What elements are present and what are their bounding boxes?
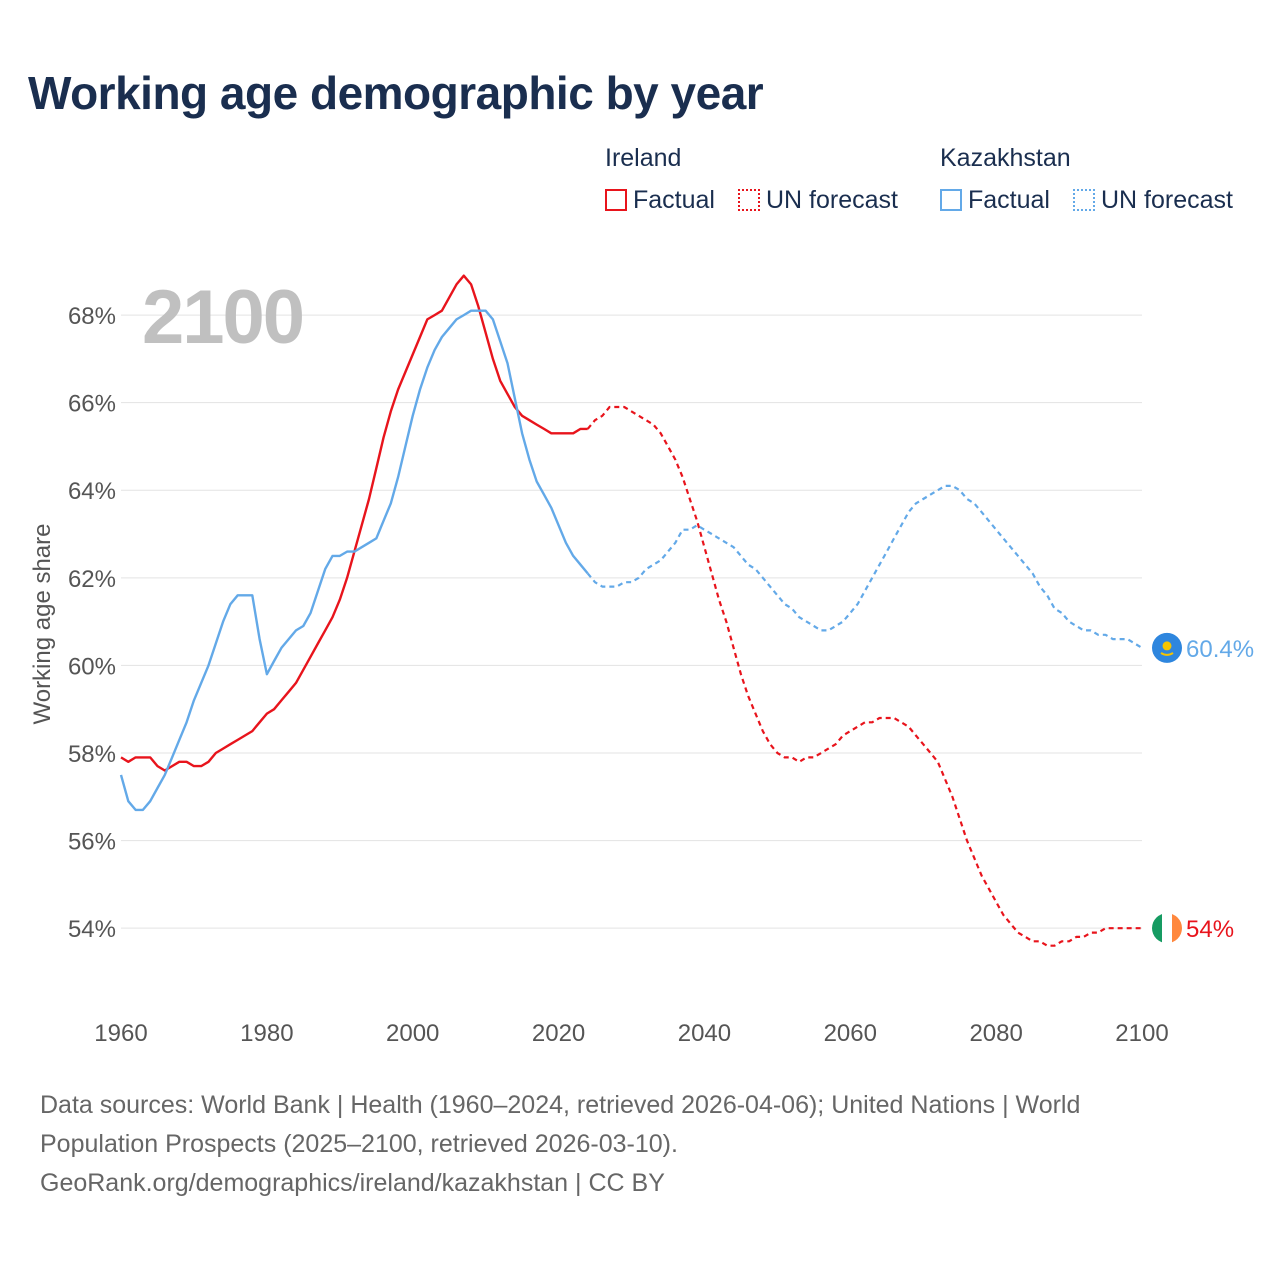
y-tick-label: 54% [68, 916, 116, 943]
x-tick-label: 2040 [678, 1020, 731, 1047]
legend-kazakhstan-forecast[interactable]: UN forecast [1073, 185, 1233, 215]
x-tick-label: 1980 [240, 1020, 293, 1047]
end-markers: 54% 60.4% [1152, 632, 1254, 944]
footer: Data sources: World Bank | Health (1960–… [40, 1086, 1240, 1203]
grid-lines [121, 314, 1142, 929]
kazakhstan-flag-icon [1152, 632, 1182, 663]
legend-group-ireland: Ireland [605, 144, 682, 172]
y-tick-label: 66% [68, 391, 116, 418]
legend-ireland-forecast[interactable]: UN forecast [738, 185, 898, 215]
x-tick-label: 2080 [969, 1020, 1022, 1047]
legend-ireland-forecast-label: UN forecast [766, 185, 898, 214]
legend-ireland-factual-swatch [605, 189, 627, 211]
y-tick-labels: 54% 56% 58% 60% 62% 64% 66% 68% [68, 303, 116, 943]
footer-sources-line-1: Data sources: World Bank | Health (1960–… [40, 1091, 1081, 1119]
ireland-forecast-line [586, 405, 1142, 947]
kazakhstan-factual-line [119, 309, 589, 812]
y-tick-label: 62% [68, 566, 116, 593]
series-lines [119, 274, 1143, 947]
kazakhstan-end-marker [1152, 632, 1182, 663]
year-watermark: 2100 [142, 275, 303, 360]
footer-sources-line-2: Population Prospects (2025–2100, retriev… [40, 1130, 678, 1158]
x-tick-labels: 1960 1980 2000 2020 2040 2060 2080 2100 [94, 1020, 1168, 1047]
legend-ireland-forecast-swatch [738, 189, 760, 211]
kazakhstan-end-label: 60.4% [1186, 636, 1254, 663]
x-tick-label: 2020 [532, 1020, 585, 1047]
y-tick-label: 68% [68, 303, 116, 330]
y-tick-label: 64% [68, 478, 116, 505]
legend-ireland-factual[interactable]: Factual [605, 185, 715, 215]
x-tick-label: 2100 [1115, 1020, 1168, 1047]
y-tick-label: 58% [68, 741, 116, 768]
x-tick-label: 2060 [824, 1020, 877, 1047]
y-tick-label: 56% [68, 829, 116, 856]
ireland-flag-icon [1152, 913, 1182, 944]
legend-kazakhstan-forecast-label: UN forecast [1101, 185, 1233, 214]
legend-group-kazakhstan: Kazakhstan [940, 144, 1071, 172]
x-tick-label: 2000 [386, 1020, 439, 1047]
legend-ireland-factual-label: Factual [633, 185, 715, 214]
x-tick-label: 1960 [94, 1020, 147, 1047]
legend-kazakhstan-factual-label: Factual [968, 185, 1050, 214]
legend-kazakhstan-factual-swatch [940, 189, 962, 211]
y-axis-label: Working age share [29, 524, 56, 725]
y-tick-label: 60% [68, 653, 116, 680]
legend-kazakhstan-factual[interactable]: Factual [940, 185, 1050, 215]
legend-kazakhstan-forecast-swatch [1073, 189, 1095, 211]
chart-title: Working age demographic by year [28, 67, 764, 119]
ireland-end-label: 54% [1186, 916, 1234, 943]
kazakhstan-forecast-line [586, 484, 1143, 649]
ireland-end-marker [1152, 913, 1182, 944]
line-chart: 2100 Working age share 54% 56% 58% 60% 62% 64… [29, 274, 1254, 1047]
footer-attribution[interactable]: GeoRank.org/demographics/ireland/kazakhs… [40, 1169, 665, 1197]
